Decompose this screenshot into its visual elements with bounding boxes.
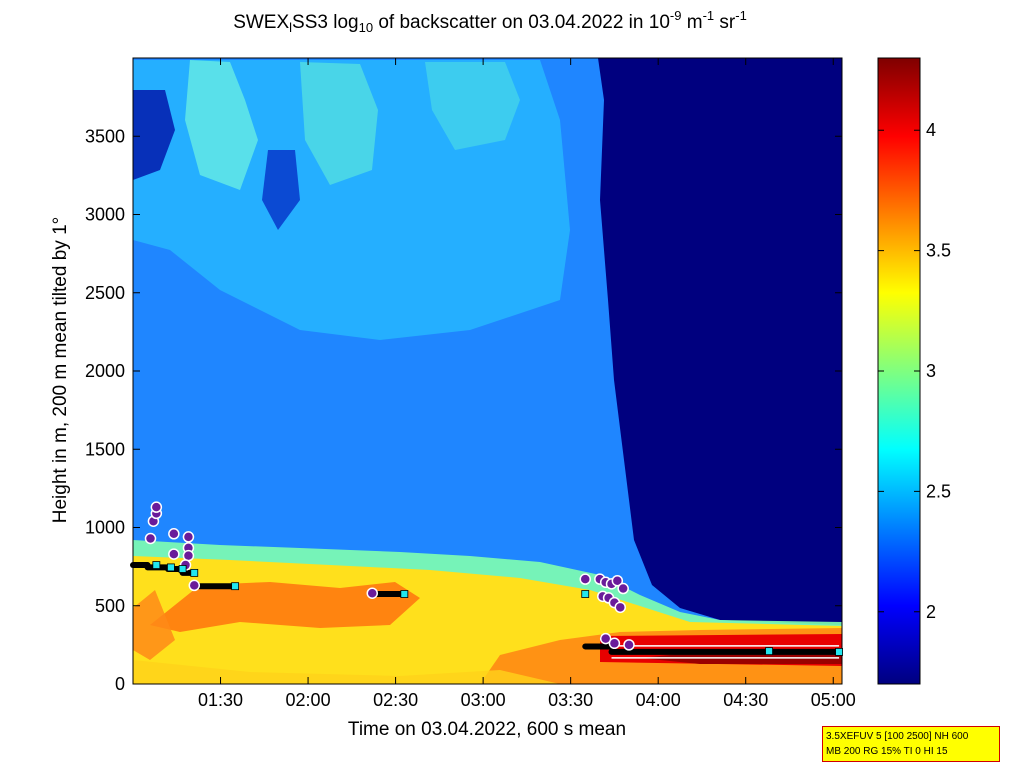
y-tick-label: 2500 xyxy=(85,283,125,303)
aloft-layer-patches xyxy=(185,60,258,190)
cloud-layer-point xyxy=(150,501,163,513)
y-tick-label: 3000 xyxy=(85,205,125,225)
cyan-markers xyxy=(152,561,843,656)
x-tick-label: 04:00 xyxy=(636,690,681,710)
ground-haze xyxy=(133,660,560,684)
settings-info-box: 3.5XEFUV 5 [100 2500] NH 600 MB 200 RG 1… xyxy=(822,726,1000,762)
cyan-marker xyxy=(400,590,409,598)
y-tick-label: 1500 xyxy=(85,439,125,459)
cyan-marker xyxy=(190,568,199,577)
cloud-layer-point xyxy=(623,639,635,651)
x-tick-label: 02:30 xyxy=(373,690,418,710)
info-line-1: 3.5XEFUV 5 [100 2500] NH 600 xyxy=(826,731,969,742)
colorbar-tick-label: 2 xyxy=(926,602,936,622)
cyan-marker xyxy=(835,648,843,656)
x-tick-label: 01:30 xyxy=(198,690,243,710)
cloud-layer-point xyxy=(366,587,379,599)
y-tick-label: 3500 xyxy=(85,126,125,146)
cloud-layer-point xyxy=(168,548,180,560)
aloft-layer-patches xyxy=(425,62,520,150)
cloud-layer-point xyxy=(608,637,621,650)
y-tick-label: 500 xyxy=(95,596,125,616)
cloud-layer-point xyxy=(168,528,180,540)
cloud-layer-point xyxy=(144,532,157,545)
cyan-marker xyxy=(581,590,590,598)
cloud-layer-point xyxy=(182,531,195,543)
cloud-layer-point xyxy=(617,582,629,595)
colorbar-ticks: 2 2.5 3 3.5 4 xyxy=(878,120,951,622)
clear-sky-gap xyxy=(262,150,300,230)
x-tick-label: 02:00 xyxy=(286,690,331,710)
backscatter-heatmap xyxy=(133,58,842,684)
colorbar-tick-label: 2.5 xyxy=(926,481,951,501)
cloud-layer-point xyxy=(599,632,612,645)
x-tick-label: 03:30 xyxy=(548,690,593,710)
y-tick-label: 0 xyxy=(115,674,125,694)
info-line-2: MB 200 RG 15% TI 0 HI 15 xyxy=(826,746,948,757)
x-tick-label: 04:30 xyxy=(723,690,768,710)
colorbar-tick-label: 3.5 xyxy=(926,241,951,261)
colorbar xyxy=(877,57,921,685)
x-tick-label: 03:00 xyxy=(461,690,506,710)
boundary-layer-orange xyxy=(150,582,420,632)
cyan-marker xyxy=(765,647,773,656)
x-axis: 01:30 02:00 02:30 03:00 03:30 04:00 04:30 05:00 xyxy=(198,58,856,710)
colorbar-tick-label: 4 xyxy=(926,120,936,140)
chart-title: SWEXlSS3 log10 of backscatter on 03.04.2… xyxy=(233,8,747,35)
y-axis: 0 500 1000 1500 2000 2500 3000 3500 xyxy=(85,126,842,694)
cloud-layer-point xyxy=(614,601,627,614)
aloft-layer-patches xyxy=(300,62,378,185)
cloud-layer-points xyxy=(144,501,635,651)
cyan-marker xyxy=(231,582,240,591)
colorbar-tick-label: 3 xyxy=(926,361,936,381)
clear-sky-gap xyxy=(133,90,175,180)
cloud-layer-point xyxy=(188,579,201,592)
y-axis-title: Height in m, 200 m mean tilted by 1° xyxy=(50,217,71,523)
cloud-layer-point xyxy=(579,573,591,585)
x-axis-title: Time on 03.04.2022, 600 s mean xyxy=(348,719,626,740)
x-tick-label: 05:00 xyxy=(811,690,856,710)
cyan-marker xyxy=(152,561,161,569)
cloud-layer-point xyxy=(182,549,195,562)
cyan-marker xyxy=(167,563,175,572)
cyan-marker xyxy=(178,565,187,573)
boundary-layer-orange xyxy=(133,590,175,660)
y-tick-label: 1000 xyxy=(85,518,125,538)
cloud-layer-point xyxy=(611,574,624,587)
y-tick-label: 2000 xyxy=(85,361,125,381)
